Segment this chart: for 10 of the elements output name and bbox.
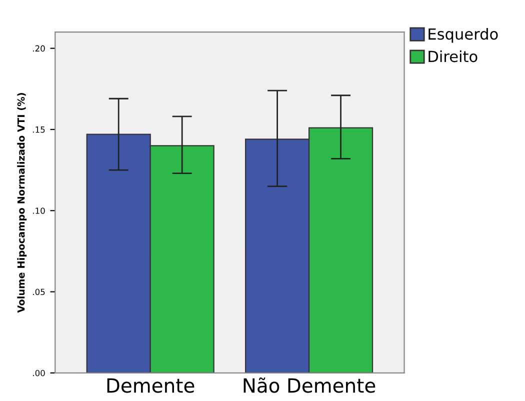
y-tick-label: .15	[33, 126, 45, 133]
y-tick-label: .00	[33, 370, 45, 376]
y-axis-title: Volume Hipocampo Normalizado VTI (%)	[17, 93, 27, 313]
x-tick-label: Demente	[107, 378, 194, 393]
legend-label: Esquerdo	[428, 28, 498, 43]
y-tick-label: .05	[33, 288, 45, 296]
y-tick-label: .20	[33, 45, 45, 52]
y-tick-label: .10	[33, 208, 45, 214]
x-tick-label: Não Demente	[244, 377, 376, 393]
legend-label: Direito	[428, 50, 478, 62]
